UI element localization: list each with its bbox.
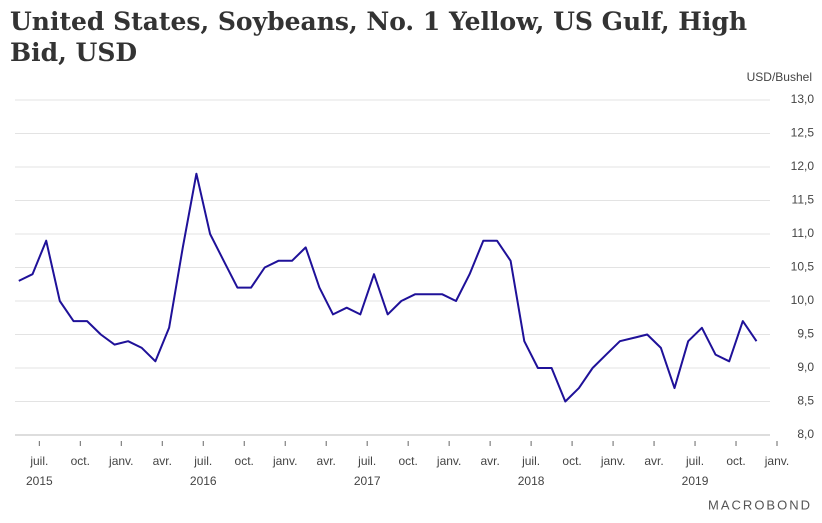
year-label: 2019 [682, 474, 709, 488]
x-tick-label: oct. [235, 454, 254, 468]
y-tick-label: 10,0 [791, 293, 815, 307]
x-tick-label: avr. [480, 454, 499, 468]
x-tick-label: avr. [153, 454, 172, 468]
y-unit: USD/Bushel [747, 70, 812, 84]
x-tick-label: juil. [521, 454, 540, 468]
x-tick-label: janv. [764, 454, 789, 468]
y-tick-label: 13,0 [791, 92, 815, 106]
x-tick-label: oct. [562, 454, 581, 468]
x-tick-label: avr. [317, 454, 336, 468]
y-tick-label: 8,5 [797, 394, 814, 408]
x-tick-label: janv. [600, 454, 625, 468]
x-tick-label: juil. [685, 454, 704, 468]
y-tick-label: 12,0 [791, 159, 815, 173]
chart-title: United States, Soybeans, No. 1 Yellow, U… [10, 7, 748, 67]
year-label: 2016 [190, 474, 217, 488]
x-tick-label: avr. [644, 454, 663, 468]
year-label: 2017 [354, 474, 381, 488]
source-logo: MACROBOND [708, 497, 812, 512]
x-tick-label: oct. [398, 454, 417, 468]
y-tick-label: 11,5 [792, 193, 815, 207]
x-tick-label: janv. [436, 454, 461, 468]
y-tick-label: 9,0 [797, 360, 814, 374]
x-tick-label: janv. [272, 454, 297, 468]
x-tick-label: oct. [726, 454, 745, 468]
y-tick-label: 11,0 [792, 226, 815, 240]
y-tick-label: 12,5 [791, 126, 815, 140]
x-tick-label: janv. [108, 454, 133, 468]
y-tick-label: 8,0 [797, 427, 814, 441]
x-tick-label: juil. [357, 454, 376, 468]
x-tick-label: oct. [71, 454, 90, 468]
y-tick-label: 10,5 [791, 260, 815, 274]
series-line [18, 172, 758, 403]
x-tick-label: juil. [193, 454, 212, 468]
y-tick-label: 9,5 [797, 327, 814, 341]
year-label: 2015 [26, 474, 53, 488]
x-tick-label: juil. [29, 454, 48, 468]
year-label: 2018 [518, 474, 545, 488]
